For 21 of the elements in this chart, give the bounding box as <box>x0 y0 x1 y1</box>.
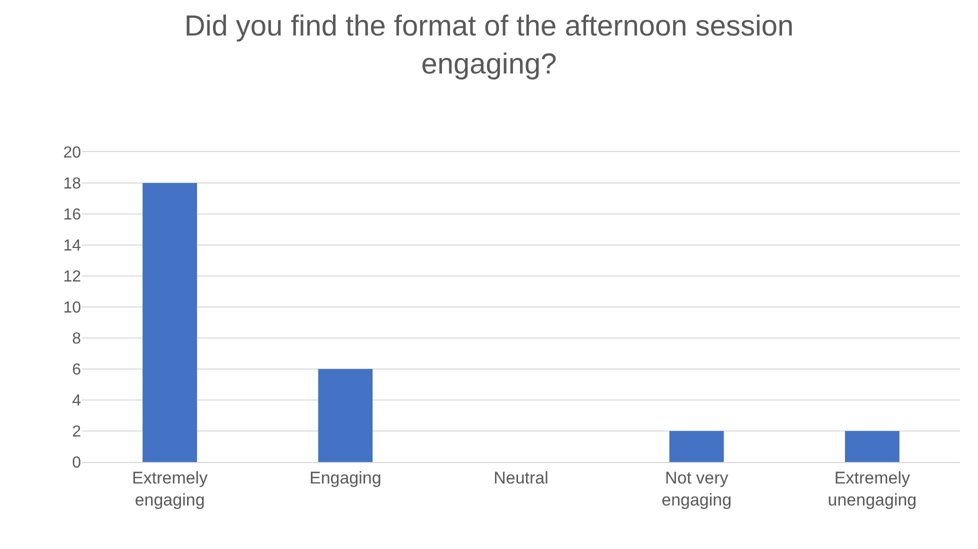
y-tick-label: 20 <box>63 144 82 162</box>
y-tick-label: 16 <box>63 206 82 224</box>
y-tick-label: 8 <box>72 330 82 348</box>
y-tick-label: 0 <box>72 454 82 472</box>
x-tick-label: Extremely engaging <box>132 468 208 510</box>
bar <box>318 369 373 462</box>
y-tick-label: 10 <box>63 300 82 317</box>
y-tick-label: 2 <box>72 424 82 441</box>
y-tick-label: 6 <box>72 362 82 379</box>
y-tick-label: 12 <box>63 268 82 286</box>
x-tick-label: Neutral <box>494 468 548 488</box>
y-tick-label: 4 <box>72 392 82 410</box>
x-tick-label: Extremely unengaging <box>828 468 917 510</box>
chart-title: Did you find the format of the afternoon session engaging? <box>184 10 794 80</box>
x-tick-label: Engaging <box>309 468 382 488</box>
x-tick-label: Not very engaging <box>662 468 732 510</box>
bar <box>669 431 724 462</box>
y-tick-label: 14 <box>63 238 82 255</box>
y-tick-label: 18 <box>63 176 82 193</box>
bar <box>844 431 900 462</box>
bar <box>142 183 198 462</box>
